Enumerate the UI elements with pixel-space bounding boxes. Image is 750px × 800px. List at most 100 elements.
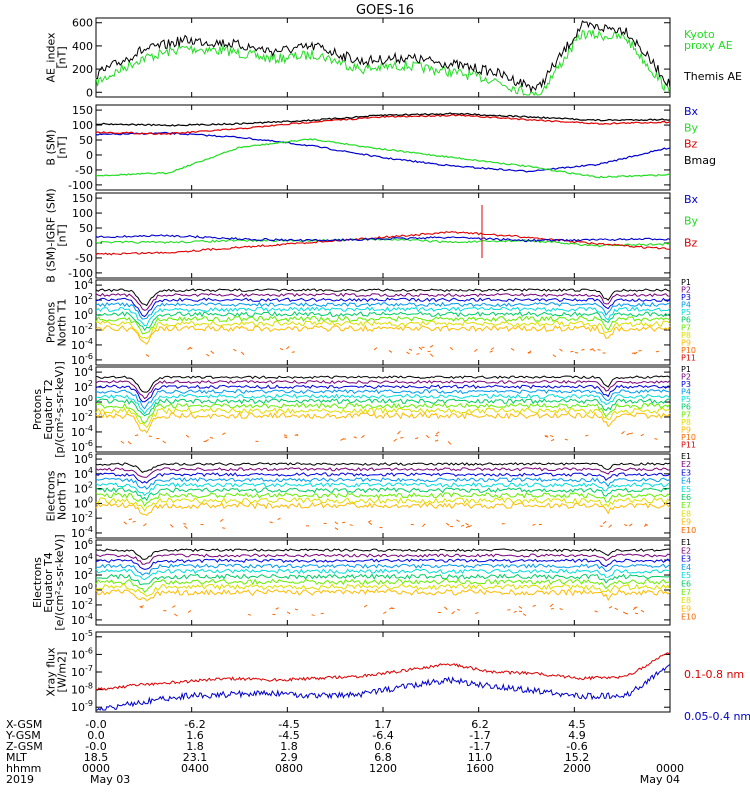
tick-mantissa: 10 [74, 554, 88, 567]
tick-mantissa: 10 [74, 366, 88, 379]
channel-label: E8 [681, 596, 691, 605]
y-tick-label: 50 [79, 222, 93, 235]
sparse-segment [342, 521, 346, 524]
y-tick-label: 104 [74, 364, 93, 379]
tick-exponent: -6 [85, 439, 93, 448]
channel-label: P3 [681, 293, 691, 302]
footer-value: 0.6 [374, 740, 392, 753]
sparse-segment [549, 434, 554, 438]
legend-entry: proxy AE [684, 39, 733, 52]
sparse-segment [532, 604, 536, 607]
series-p3 [95, 297, 671, 318]
sparse-segment [460, 524, 465, 527]
y-tick-label: 0 [86, 237, 93, 250]
y-tick-label: 10-5 [71, 629, 93, 644]
tick-mantissa: 10 [74, 584, 88, 597]
tick-mantissa: 10 [74, 497, 88, 510]
series-xray-short [96, 663, 671, 711]
sparse-segment [640, 609, 645, 613]
series-e6 [95, 487, 671, 502]
y-axis-label: North T1 [56, 299, 69, 347]
footer-value: 18.5 [84, 751, 109, 764]
sparse-segment [334, 527, 339, 531]
tick-exponent: 4 [88, 466, 93, 475]
footer-value: 1.7 [374, 718, 392, 731]
footer-value: May 03 [90, 773, 130, 786]
legend-entry: Bz [684, 138, 698, 151]
channel-label: E2 [681, 546, 691, 555]
channel-label: E8 [681, 509, 691, 518]
y-tick-label: 100 [72, 207, 93, 220]
channel-label: P7 [681, 323, 691, 332]
series-p8 [95, 320, 671, 340]
series-p7 [95, 315, 671, 335]
sparse-segment [408, 348, 413, 351]
series-e2 [95, 553, 671, 565]
legend-entry: 0.05-0.4 nm [684, 710, 750, 723]
sparse-segment [429, 344, 434, 348]
sparse-segment [361, 434, 365, 439]
tick-mantissa: 10 [74, 468, 88, 481]
sparse-segment [602, 520, 607, 525]
sparse-segment [219, 518, 224, 522]
y-tick-label: 102 [74, 567, 93, 582]
channel-label: E5 [681, 571, 691, 580]
tick-mantissa: 10 [71, 701, 85, 714]
legend-entry: Bx [684, 105, 699, 118]
y-tick-label: -50 [75, 252, 93, 265]
sparse-segment [206, 353, 210, 357]
tick-mantissa: 10 [74, 539, 88, 552]
sparse-segment [139, 605, 143, 609]
tick-mantissa: 10 [71, 339, 85, 352]
series-bmag [95, 112, 671, 127]
footer-row-label: Z-GSM [6, 740, 43, 753]
y-tick-label: -50 [75, 164, 93, 177]
channel-label: E6 [681, 493, 691, 502]
channel-label: P4 [681, 388, 691, 397]
sparse-segment [594, 610, 598, 613]
series-themis-ae [96, 20, 671, 94]
series-p1 [95, 375, 671, 393]
y-axis-label: [nT] [56, 136, 69, 158]
series-kyoto-proxy-ae [95, 29, 671, 96]
sparse-segment [421, 523, 426, 528]
sparse-segment [574, 351, 579, 354]
sparse-segment [285, 346, 290, 350]
tick-exponent: 0 [88, 394, 93, 403]
panel-frame [95, 17, 671, 98]
sparse-segment [162, 440, 166, 444]
y-axis-label: Xray flux [45, 647, 58, 697]
panel-frame [95, 192, 671, 279]
footer-value: 2.9 [280, 751, 298, 764]
channel-label: P10 [681, 346, 696, 355]
y-tick-label: 10-2 [71, 409, 93, 424]
series-group [95, 375, 671, 445]
tick-exponent: -9 [85, 699, 93, 708]
sparse-segment [277, 517, 281, 521]
tick-exponent: -4 [85, 525, 93, 534]
series-p6 [95, 398, 671, 417]
footer-value: 1.6 [186, 729, 204, 742]
tick-mantissa: 10 [71, 527, 85, 540]
channel-label: P7 [681, 410, 691, 419]
y-axis-label: B (SM)-IGRF (SM) [45, 188, 58, 282]
panel-frame [95, 366, 671, 453]
y-tick-label: 106 [74, 537, 93, 552]
series-p9 [95, 324, 671, 345]
y-axis-label: B (SM) [45, 129, 58, 165]
series-e5 [95, 482, 671, 497]
y-tick-label: 102 [74, 292, 93, 307]
sparse-segment [434, 439, 439, 442]
sparse-segment [527, 350, 532, 354]
footer-value: May 04 [640, 773, 680, 786]
sparse-segment [210, 350, 215, 354]
y-tick-label: 10-2 [71, 322, 93, 337]
sparse-segment [629, 432, 634, 435]
tick-exponent: 2 [88, 567, 93, 576]
sparse-segment [633, 351, 638, 355]
footer-value: 23.1 [183, 751, 208, 764]
sparse-segment [643, 524, 648, 527]
sparse-segment [320, 612, 324, 615]
